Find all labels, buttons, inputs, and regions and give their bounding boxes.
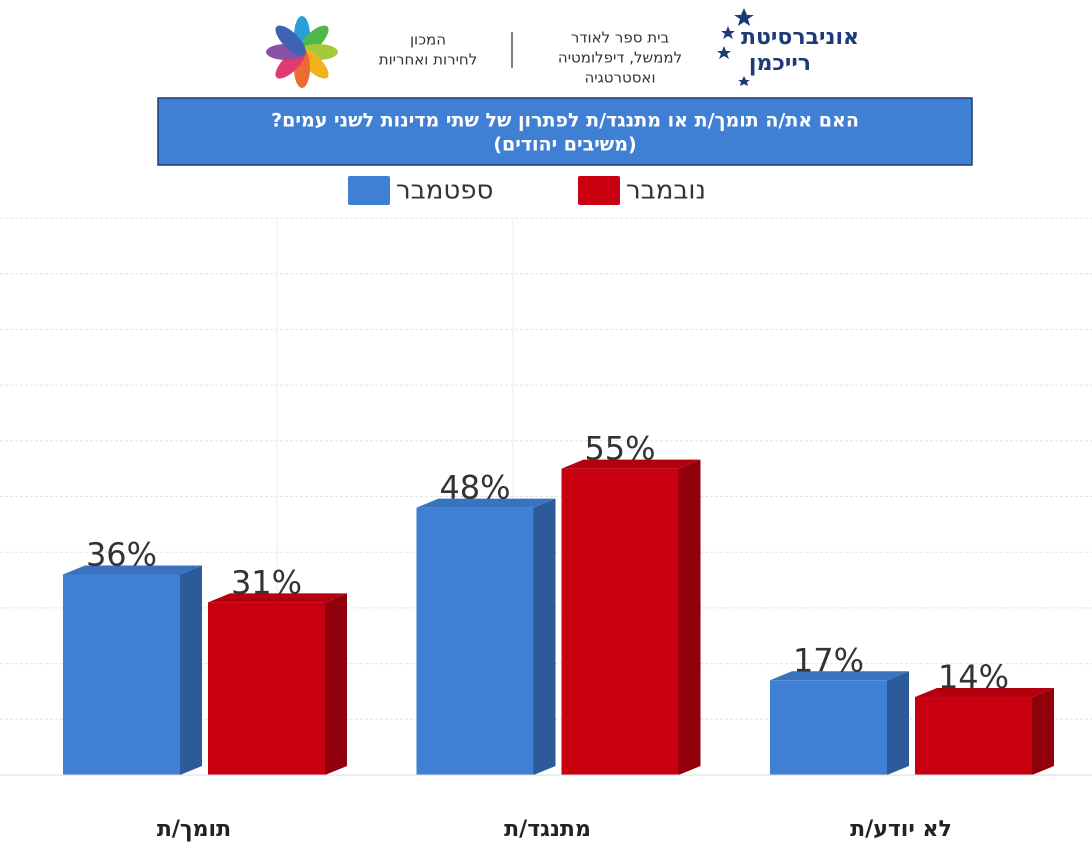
bar-side — [180, 565, 202, 775]
university-line: אוניברסיטת — [741, 25, 859, 50]
value-label: 31% — [231, 563, 302, 601]
institute-line: לחירות ואחריות — [379, 51, 478, 69]
bar-side — [325, 593, 347, 775]
chart-title: האם את/ה תומך/ת או מתנגד/ת לפתרון של שתי… — [271, 110, 859, 132]
bar-top — [208, 593, 347, 603]
legend-swatch — [348, 176, 390, 205]
legend-label: ספטמבר — [396, 176, 493, 206]
bar-top — [915, 688, 1054, 698]
bar — [416, 507, 534, 775]
bar — [915, 697, 1032, 775]
bar — [561, 468, 679, 775]
value-label: 17% — [793, 641, 864, 679]
bar-top — [561, 459, 701, 469]
school-line: בית ספר לאודר — [571, 29, 670, 47]
bar — [63, 574, 180, 775]
value-label: 48% — [439, 469, 510, 507]
institute-line: המכון — [410, 31, 446, 49]
bar-side — [678, 459, 701, 775]
bar — [770, 680, 887, 775]
school-line: לממשל, דיפלומטיה — [558, 49, 682, 67]
bar-top — [770, 671, 909, 681]
university-line: רייכמן — [749, 51, 811, 76]
x-tick-label: תומך/ת — [157, 817, 231, 842]
bar-side — [887, 671, 909, 775]
bar — [208, 602, 325, 775]
bar-top — [63, 565, 202, 575]
logo-flower — [266, 16, 338, 88]
legend-swatch — [578, 176, 620, 205]
bar-side — [1032, 688, 1054, 775]
value-label: 55% — [584, 430, 655, 468]
value-label: 36% — [86, 535, 157, 573]
value-label: 14% — [938, 658, 1009, 696]
school-line: ואסטרטגיה — [584, 69, 655, 87]
x-tick-label: לא יודע/ת — [850, 817, 952, 842]
legend-label: נובמבר — [626, 176, 706, 206]
chart-subtitle: (משיבים יהודים) — [493, 134, 636, 156]
bar-top — [416, 498, 556, 508]
x-tick-label: מתנגד/ת — [504, 817, 591, 842]
bar-side — [533, 498, 556, 775]
logo-stars — [717, 8, 754, 86]
title-box — [157, 97, 973, 166]
